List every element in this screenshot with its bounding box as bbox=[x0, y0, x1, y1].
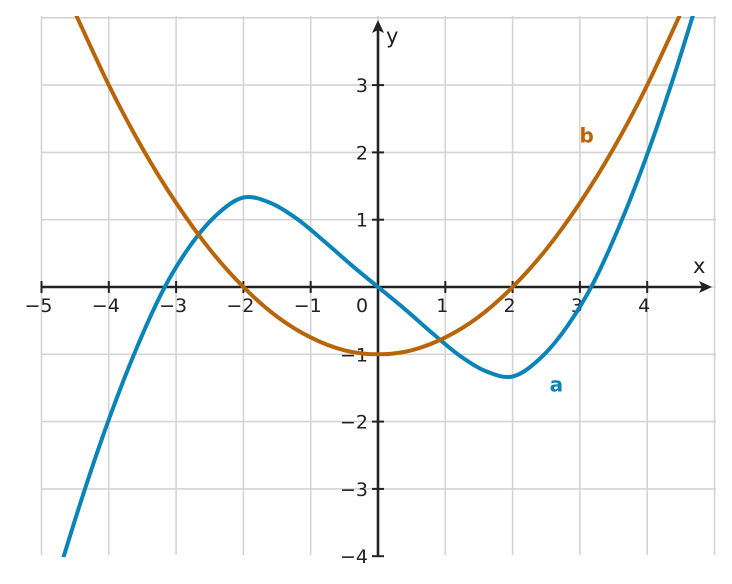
x-axis-arrowhead bbox=[699, 281, 712, 293]
curve-a bbox=[61, 16, 695, 557]
x-tick-label: 3 bbox=[571, 295, 583, 317]
x-tick-label: 4 bbox=[638, 295, 650, 317]
x-tick-label: 0 bbox=[356, 295, 368, 317]
x-tick-label: −3 bbox=[159, 295, 187, 317]
y-tick-label: −3 bbox=[340, 479, 368, 501]
x-axis-label: x bbox=[693, 254, 705, 278]
curve-label-a: a bbox=[550, 372, 564, 396]
curves bbox=[61, 16, 695, 557]
y-tick-label: 3 bbox=[356, 75, 368, 97]
x-tick-label: −4 bbox=[92, 295, 120, 317]
y-tick-label: −2 bbox=[340, 412, 368, 434]
y-tick-label: 1 bbox=[356, 210, 368, 232]
curve-labels: ab bbox=[550, 123, 594, 396]
x-tick-label: 1 bbox=[436, 295, 448, 317]
axes: x y bbox=[42, 20, 712, 556]
y-axis-label: y bbox=[386, 24, 398, 48]
x-tick-label: −5 bbox=[24, 295, 52, 317]
y-axis-arrowhead bbox=[372, 20, 384, 33]
y-tick-label: −4 bbox=[340, 546, 368, 568]
x-tick-label: −1 bbox=[294, 295, 322, 317]
curve-label-b: b bbox=[579, 123, 593, 147]
x-tick-label: −2 bbox=[226, 295, 254, 317]
curve-b bbox=[74, 16, 682, 357]
y-tick-label: 2 bbox=[356, 142, 368, 164]
x-tick-label: 2 bbox=[504, 295, 516, 317]
